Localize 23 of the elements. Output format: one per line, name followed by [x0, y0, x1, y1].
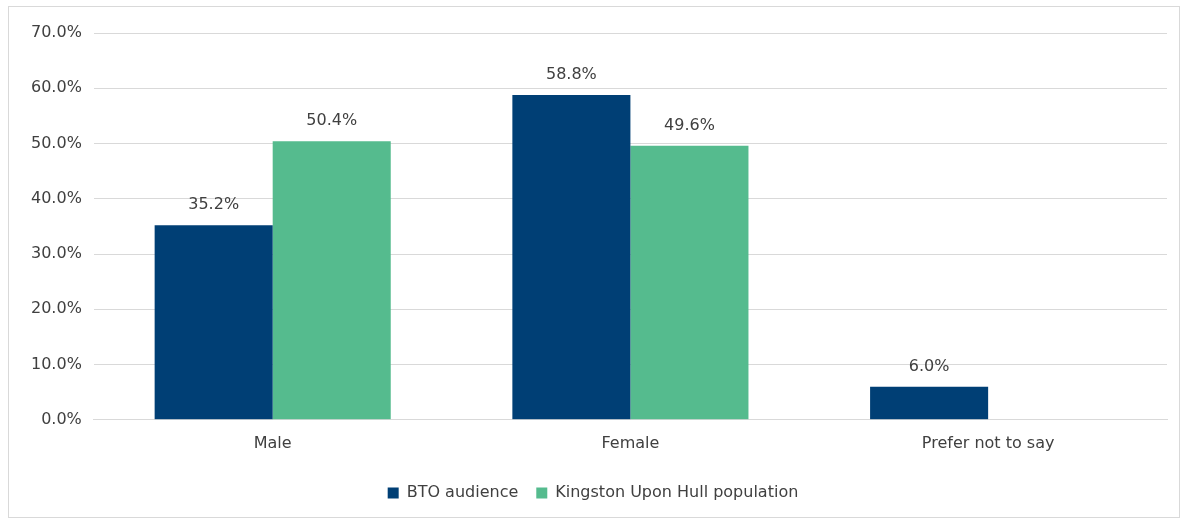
y-tick-label: 40.0%	[31, 187, 82, 207]
y-tick-label: 30.0%	[31, 243, 82, 263]
bar	[870, 386, 989, 420]
data-label: 49.6%	[664, 114, 715, 134]
data-label: 58.8%	[545, 64, 597, 84]
y-tick-label: 60.0%	[31, 77, 82, 97]
legend-label: BTO audience	[406, 482, 519, 502]
bar	[272, 141, 391, 420]
x-tick-label: Prefer not to say	[921, 432, 1055, 452]
y-tick-label: 50.0%	[31, 132, 82, 152]
data-label: 35.2%	[188, 194, 240, 214]
bar	[154, 225, 273, 420]
y-tick-label: 0.0%	[41, 408, 82, 428]
bar	[512, 94, 631, 420]
x-tick-label: Male	[253, 432, 292, 452]
data-label: 50.4%	[306, 110, 358, 130]
y-tick-label: 70.0%	[31, 22, 82, 42]
bar	[630, 145, 749, 420]
y-tick-label: 10.0%	[31, 353, 82, 373]
x-tick-label: Female	[601, 432, 660, 452]
legend-label: Kingston Upon Hull population	[555, 482, 799, 502]
y-tick-label: 20.0%	[31, 298, 82, 318]
data-label: 6.0%	[908, 355, 950, 375]
